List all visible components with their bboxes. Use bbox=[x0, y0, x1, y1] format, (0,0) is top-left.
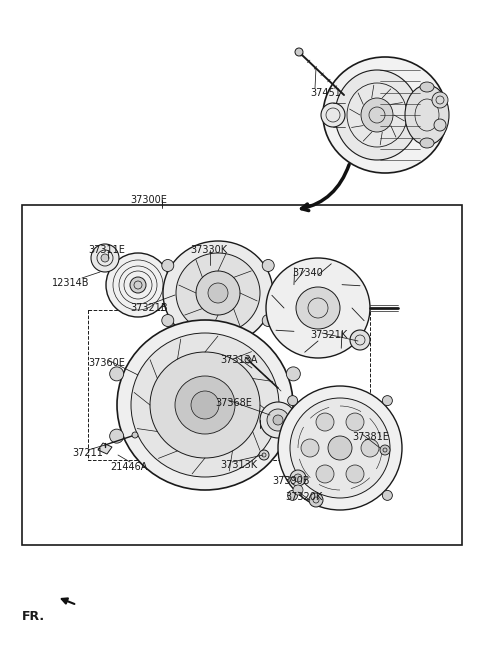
Circle shape bbox=[287, 367, 300, 381]
Circle shape bbox=[101, 254, 109, 262]
Circle shape bbox=[288, 490, 298, 501]
Text: 37360E: 37360E bbox=[88, 358, 125, 368]
Text: 37211: 37211 bbox=[72, 448, 103, 458]
Circle shape bbox=[301, 439, 319, 457]
Ellipse shape bbox=[196, 271, 240, 315]
Circle shape bbox=[287, 429, 300, 443]
Text: 37300E: 37300E bbox=[130, 195, 167, 205]
Text: 37381E: 37381E bbox=[352, 432, 389, 442]
Text: 21446A: 21446A bbox=[110, 462, 147, 472]
Text: 12314B: 12314B bbox=[52, 278, 89, 288]
Ellipse shape bbox=[150, 352, 260, 458]
Circle shape bbox=[109, 367, 124, 381]
Circle shape bbox=[290, 470, 306, 486]
Ellipse shape bbox=[420, 138, 434, 148]
Circle shape bbox=[294, 474, 302, 482]
Ellipse shape bbox=[323, 57, 447, 173]
Circle shape bbox=[245, 357, 251, 363]
Text: 37313K: 37313K bbox=[220, 460, 257, 470]
Ellipse shape bbox=[335, 70, 419, 160]
Polygon shape bbox=[98, 443, 112, 454]
Circle shape bbox=[162, 315, 174, 326]
Text: 37390B: 37390B bbox=[272, 476, 310, 486]
Ellipse shape bbox=[273, 415, 283, 425]
Circle shape bbox=[109, 429, 124, 443]
Circle shape bbox=[383, 396, 392, 406]
Ellipse shape bbox=[131, 333, 279, 477]
Circle shape bbox=[293, 485, 303, 495]
Circle shape bbox=[361, 439, 379, 457]
Circle shape bbox=[309, 493, 323, 507]
Circle shape bbox=[91, 244, 119, 272]
Circle shape bbox=[346, 465, 364, 483]
Ellipse shape bbox=[191, 391, 219, 419]
Circle shape bbox=[383, 490, 392, 501]
Circle shape bbox=[262, 259, 274, 272]
Circle shape bbox=[380, 445, 390, 455]
Text: 37368E: 37368E bbox=[215, 398, 252, 408]
Text: 37340: 37340 bbox=[292, 268, 323, 278]
Ellipse shape bbox=[432, 92, 448, 108]
Circle shape bbox=[278, 386, 402, 510]
Ellipse shape bbox=[361, 98, 393, 132]
Circle shape bbox=[290, 398, 390, 498]
Text: 37330K: 37330K bbox=[190, 245, 227, 255]
Ellipse shape bbox=[163, 241, 273, 345]
Ellipse shape bbox=[434, 119, 446, 131]
Circle shape bbox=[328, 436, 352, 460]
Text: 37313A: 37313A bbox=[220, 355, 257, 365]
Ellipse shape bbox=[176, 253, 260, 333]
Ellipse shape bbox=[267, 409, 289, 431]
Circle shape bbox=[295, 48, 303, 56]
Circle shape bbox=[162, 259, 174, 272]
Ellipse shape bbox=[405, 85, 449, 145]
Ellipse shape bbox=[175, 376, 235, 434]
Text: 37320K: 37320K bbox=[285, 492, 322, 502]
Ellipse shape bbox=[208, 283, 228, 303]
Ellipse shape bbox=[420, 82, 434, 92]
Circle shape bbox=[106, 253, 170, 317]
Circle shape bbox=[132, 432, 138, 438]
Circle shape bbox=[316, 413, 334, 431]
Circle shape bbox=[316, 465, 334, 483]
Ellipse shape bbox=[321, 103, 345, 127]
Circle shape bbox=[346, 413, 364, 431]
Ellipse shape bbox=[260, 402, 296, 438]
Bar bbox=[88, 310, 370, 460]
Circle shape bbox=[130, 277, 146, 293]
Circle shape bbox=[259, 450, 269, 460]
Ellipse shape bbox=[266, 258, 370, 358]
Ellipse shape bbox=[296, 287, 340, 329]
Circle shape bbox=[350, 330, 370, 350]
Text: 37311E: 37311E bbox=[88, 245, 125, 255]
Ellipse shape bbox=[117, 320, 293, 490]
Circle shape bbox=[262, 315, 274, 326]
Text: 37451: 37451 bbox=[310, 88, 341, 98]
Text: 37321K: 37321K bbox=[310, 330, 347, 340]
Text: 37321B: 37321B bbox=[130, 303, 168, 313]
Text: FR.: FR. bbox=[22, 610, 45, 623]
Bar bbox=[22, 205, 462, 545]
Circle shape bbox=[288, 396, 298, 406]
